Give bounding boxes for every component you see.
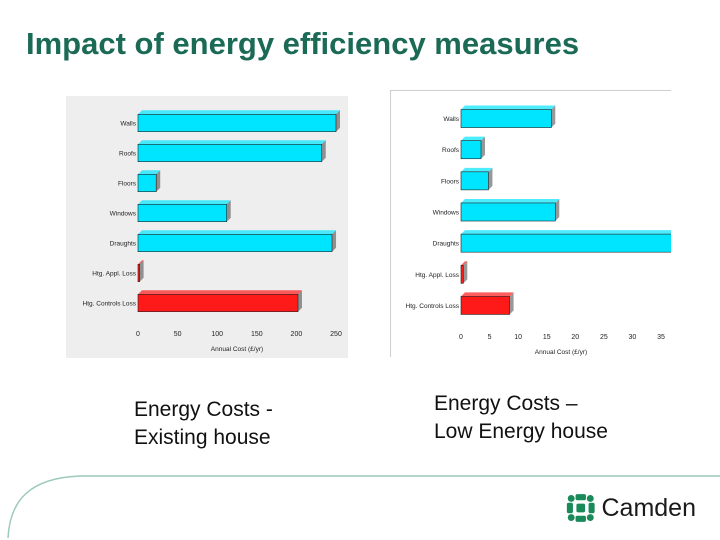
category-label: Windows <box>433 210 460 217</box>
category-label: Walls <box>120 121 136 128</box>
bar-floors <box>460 171 489 191</box>
x-tick-label: 20 <box>571 334 579 341</box>
bar-side-4 <box>332 230 337 252</box>
bar-top-6 <box>461 292 514 297</box>
bar-top-2 <box>461 167 493 172</box>
x-tick-label: 150 <box>251 331 263 338</box>
x-tick-label: 5 <box>488 334 492 341</box>
x-tick-label: 15 <box>543 334 551 341</box>
bar-top-1 <box>461 136 485 141</box>
x-tick-label: 10 <box>514 334 522 341</box>
bar-htg-appl-loss <box>137 264 140 283</box>
category-label: Draughts <box>110 241 137 248</box>
bar-top-2 <box>138 170 161 175</box>
x-tick-label: 0 <box>136 331 140 338</box>
caption-low-energy-line2: Low Energy house <box>434 420 608 443</box>
bar-roofs <box>137 143 323 162</box>
x-axis-label: Annual Cost (£/yr) <box>535 349 587 356</box>
x-tick-label: 100 <box>211 331 223 338</box>
decorative-swoosh <box>7 475 720 539</box>
x-tick-label: 0 <box>459 334 463 341</box>
bar-top-3 <box>461 198 560 203</box>
bar-top-6 <box>138 290 302 295</box>
chart-existing-house: Walls Roofs Floors Windows Draughts Htg. Appl… <box>66 96 348 358</box>
chart-existing-house-svg: Walls Roofs Floors Windows Draughts Htg. Appl… <box>83 110 342 353</box>
caption-low-energy-house: Energy Costs – Low Energy house <box>434 390 608 446</box>
x-tick-label: 25 <box>600 334 608 341</box>
category-label: Htg. Appl. Loss <box>415 272 459 279</box>
bar-top-1 <box>138 140 326 145</box>
camden-logo-icon <box>566 494 595 522</box>
bar-side-0 <box>551 105 556 128</box>
category-label: Roofs <box>119 151 137 158</box>
bar-top-0 <box>138 110 340 115</box>
bar-side-1 <box>321 140 326 162</box>
chart-low-energy-house-svg: Walls Roofs Floors Windows Draughts Htg. Appl… <box>406 105 693 356</box>
bar-htg-controls-loss <box>460 296 510 315</box>
bar-top-4 <box>461 230 693 235</box>
bar-side-5 <box>139 260 144 282</box>
bar-htg-appl-loss <box>460 264 464 284</box>
x-axis-label: Annual Cost (£/yr) <box>211 346 263 353</box>
bar-side-6 <box>509 292 514 315</box>
slide-title: Impact of energy efficiency measures <box>26 26 580 61</box>
bar-draughts <box>137 234 333 253</box>
category-label: Floors <box>441 178 460 185</box>
bar-top-4 <box>138 230 337 235</box>
bar-side-3 <box>555 198 560 222</box>
bar-side-1 <box>481 136 485 159</box>
category-label: Htg. Controls Loss <box>83 301 137 308</box>
bar-side-3 <box>226 200 231 222</box>
caption-existing-house: Energy Costs - Existing house <box>134 396 273 452</box>
bar-side-2 <box>488 167 493 190</box>
category-label: Walls <box>443 116 459 123</box>
chart-low-energy-house: Walls Roofs Floors Windows Draughts Htg. Appl… <box>390 90 693 357</box>
camden-logo: Camden <box>566 488 696 528</box>
bar-top-0 <box>461 105 556 110</box>
bar-floors <box>137 174 157 193</box>
category-label: Windows <box>110 211 137 218</box>
bar-top-5 <box>138 260 144 265</box>
x-tick-label: 250 <box>330 331 342 338</box>
category-label: Draughts <box>433 241 460 248</box>
camden-logo-text: Camden <box>601 493 697 522</box>
caption-low-energy-line1: Energy Costs – <box>434 392 578 415</box>
bar-side-6 <box>297 290 302 312</box>
bar-draughts <box>460 233 689 253</box>
bar-top-5 <box>461 261 468 266</box>
bar-side-5 <box>463 261 468 284</box>
bar-htg-controls-loss <box>137 294 299 313</box>
bar-side-2 <box>156 170 161 192</box>
caption-existing-line1: Energy Costs - <box>134 398 273 421</box>
bar-walls <box>137 113 337 132</box>
x-tick-label: 30 <box>629 334 637 341</box>
bar-walls <box>460 109 552 128</box>
category-label: Htg. Appl. Loss <box>92 271 136 278</box>
bar-windows <box>460 202 556 222</box>
caption-existing-line2: Existing house <box>134 426 271 449</box>
bar-side-0 <box>336 110 340 132</box>
x-tick-label: 200 <box>291 331 303 338</box>
category-label: Roofs <box>442 147 460 154</box>
x-tick-label: 35 <box>657 334 665 341</box>
bar-roofs <box>460 140 482 160</box>
category-label: Floors <box>118 181 137 188</box>
bar-top-3 <box>138 200 231 205</box>
category-label: Htg. Controls Loss <box>406 303 460 310</box>
bar-windows <box>137 204 228 223</box>
x-tick-label: 50 <box>174 331 182 338</box>
